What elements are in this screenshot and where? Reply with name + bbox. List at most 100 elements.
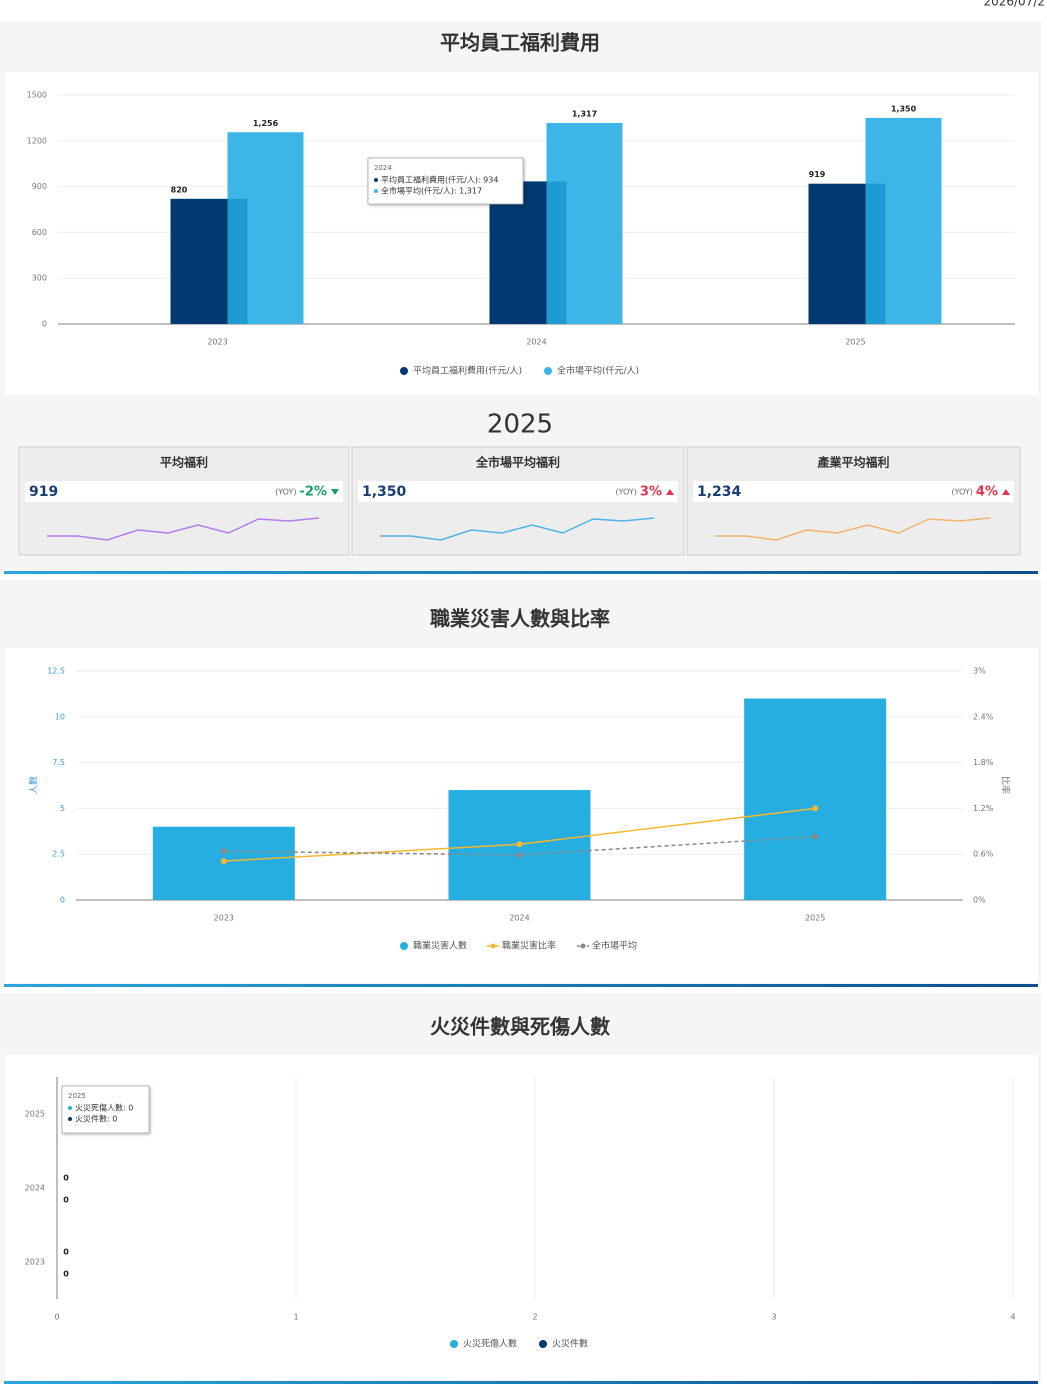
y-axis-label: 人數	[28, 776, 40, 794]
kpi-title: 全市場平均福利	[475, 455, 560, 470]
kpi-trend-arrow	[331, 489, 339, 495]
tooltip-title: 2024	[374, 164, 392, 172]
y-tick-label: 0	[60, 896, 65, 905]
legend-label: 平均員工福利費用(仟元/人)	[413, 365, 522, 377]
y-tick-label: 10	[55, 712, 65, 721]
kpi-trend-arrow	[1002, 489, 1010, 495]
legend-label: 職業災害比率	[502, 940, 556, 952]
y2-tick-label: 3%	[973, 667, 986, 676]
kpi-yoy-prefix: (YOY)	[615, 488, 636, 497]
bar-overlap	[865, 183, 886, 324]
tooltip-line: 火災死傷人數: 0	[75, 1103, 133, 1113]
tooltip-line: 火災件數: 0	[75, 1114, 117, 1124]
data-label: 1,317	[572, 109, 597, 118]
chart-area	[5, 1055, 1038, 1380]
tooltip-bullet	[374, 178, 378, 182]
kpi-yoy: 3%	[640, 485, 662, 500]
kpi-title: 平均福利	[160, 455, 208, 470]
legend-marker	[400, 942, 408, 950]
tooltip-bullet	[68, 1106, 72, 1110]
legend-marker	[450, 1340, 458, 1348]
y-tick-label: 5	[60, 804, 65, 813]
y-tick-label: 12.5	[47, 667, 65, 676]
y2-tick-label: 0.6%	[973, 850, 994, 859]
tooltip	[61, 1085, 150, 1134]
y-tick-label: 300	[32, 274, 47, 283]
bar-overlap	[546, 181, 567, 324]
sparkline	[715, 517, 991, 541]
x-tick-label: 4	[1010, 1313, 1015, 1322]
tooltip-line: 全市場平均(仟元/人): 1,317	[381, 186, 482, 196]
data-label: 0	[63, 1248, 69, 1257]
legend-marker	[539, 1340, 547, 1348]
tooltip-title: 2025	[68, 1092, 86, 1100]
bar	[744, 698, 887, 900]
x-tick-label: 2023	[214, 914, 234, 923]
line-marker	[812, 805, 819, 812]
kpi-value: 1,234	[697, 484, 742, 500]
kpi-value-row	[25, 481, 343, 502]
legend-marker	[490, 943, 496, 949]
y-tick-label: 7.5	[52, 758, 65, 767]
x-tick-label: 2	[532, 1313, 537, 1322]
line-marker	[516, 841, 523, 848]
y-tick-label: 2023	[25, 1258, 45, 1267]
tooltip	[367, 157, 524, 205]
kpi-yoy-prefix: (YOY)	[275, 488, 296, 497]
line-marker	[220, 848, 227, 855]
kpi-value-row	[693, 481, 1014, 502]
section-separator	[4, 984, 1038, 987]
kpi-value: 919	[29, 484, 58, 500]
y-tick-label: 600	[32, 228, 47, 237]
kpi-yoy: 4%	[976, 485, 998, 500]
chart-title: 平均員工福利費用	[440, 31, 600, 55]
report-date: 2026/07/2	[983, 0, 1045, 9]
kpi-title: 產業平均福利	[816, 455, 889, 470]
x-tick-label: 2024	[526, 338, 546, 347]
data-label: 919	[809, 170, 826, 179]
chart-title: 火災件數與死傷人數	[430, 1015, 610, 1039]
y-tick-label: 2.5	[52, 850, 65, 859]
bar-overlap	[227, 198, 248, 324]
y2-tick-label: 0%	[973, 896, 986, 905]
y-tick-label: 900	[32, 182, 47, 191]
y-tick-label: 2024	[25, 1184, 45, 1193]
legend-marker	[400, 367, 408, 375]
x-tick-label: 2023	[207, 338, 227, 347]
data-label: 0	[63, 1270, 69, 1279]
x-tick-label: 3	[771, 1313, 776, 1322]
y-tick-label: 0	[42, 320, 47, 329]
kpi-value: 1,350	[362, 484, 407, 500]
kpi-value-row	[358, 481, 678, 502]
data-label: 1,256	[253, 119, 279, 128]
section-separator	[4, 1381, 1038, 1384]
kpi-yoy: -2%	[300, 485, 327, 500]
tooltip-bullet	[374, 189, 378, 193]
legend-label: 全市場平均	[592, 940, 637, 952]
line-marker	[220, 858, 227, 865]
tooltip-bullet	[68, 1117, 72, 1121]
line-marker	[812, 833, 819, 840]
y-tick-label: 1200	[27, 136, 47, 145]
legend-marker	[580, 943, 586, 949]
chart-title: 職業災害人數與比率	[430, 607, 610, 631]
legend-label: 火災死傷人數	[463, 1338, 517, 1350]
legend-label: 火災件數	[552, 1338, 588, 1350]
legend-label: 職業災害人數	[413, 940, 467, 952]
sparkline	[380, 517, 655, 541]
y-tick-label: 1500	[27, 91, 47, 100]
x-tick-label: 0	[54, 1313, 59, 1322]
y2-tick-label: 1.2%	[973, 804, 994, 813]
data-label: 820	[171, 185, 188, 194]
legend-label: 全市場平均(仟元/人)	[557, 365, 639, 377]
y2-tick-label: 2.4%	[973, 712, 994, 721]
x-tick-label: 2025	[845, 338, 865, 347]
tooltip-line: 平均員工福利費用(仟元/人): 934	[381, 175, 498, 185]
line-marker	[516, 851, 523, 858]
section-separator	[4, 571, 1038, 574]
kpi-trend-arrow	[666, 489, 674, 495]
kpi-yoy-prefix: (YOY)	[951, 488, 972, 497]
y-tick-label: 2025	[25, 1110, 45, 1119]
